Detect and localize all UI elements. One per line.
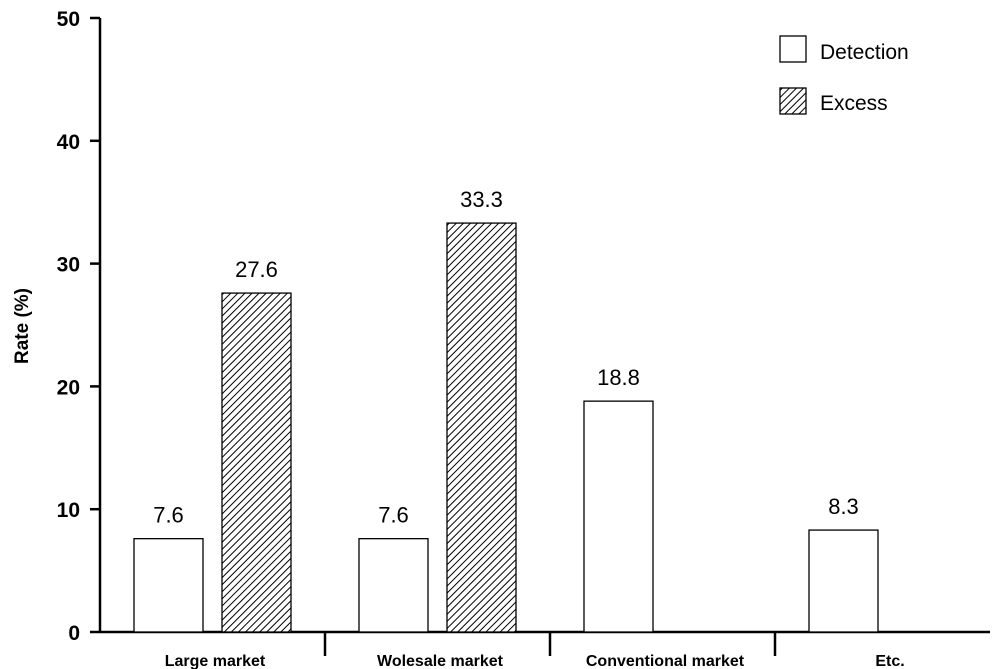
value-label: 33.3: [460, 187, 503, 212]
value-label: 7.6: [153, 503, 184, 528]
category-label: Wolesale market: [377, 653, 504, 669]
legend-swatch-excess: [779, 87, 807, 115]
legend: Detection Excess: [779, 35, 909, 115]
category-label: Conventional market: [586, 653, 745, 669]
category-labels: Large market Wolesale market Conventional …: [165, 632, 905, 669]
y-tick-label: 30: [57, 254, 80, 277]
value-labels: 7.6 27.6 7.6 33.3 18.8 8.3: [153, 187, 859, 528]
y-axis-title: Rate (%): [12, 288, 33, 364]
value-label: 8.3: [828, 494, 859, 519]
bar-excess-1: [221, 292, 292, 633]
y-ticks: 0 10 20 30 40 50: [57, 8, 100, 645]
value-label: 18.8: [597, 365, 640, 390]
bar-detection-2: [358, 538, 429, 633]
y-tick-label: 40: [57, 131, 80, 154]
y-tick-label: 20: [57, 376, 80, 399]
y-tick-label: 0: [68, 622, 80, 645]
bar-detection-1: [133, 538, 204, 633]
bar-excess-2: [446, 222, 517, 633]
y-tick-label: 50: [57, 8, 80, 31]
y-tick-label: 10: [57, 499, 80, 522]
legend-swatch-detection: [779, 35, 807, 63]
bar-detection-4: [808, 529, 879, 633]
legend-label-excess: Excess: [820, 92, 888, 115]
category-label: Large market: [165, 653, 266, 669]
category-label: Etc.: [875, 653, 904, 669]
legend-label-detection: Detection: [820, 41, 909, 64]
bar-detection-3: [583, 400, 654, 633]
bars: [133, 222, 879, 633]
value-label: 27.6: [235, 257, 278, 282]
value-label: 7.6: [378, 503, 409, 528]
